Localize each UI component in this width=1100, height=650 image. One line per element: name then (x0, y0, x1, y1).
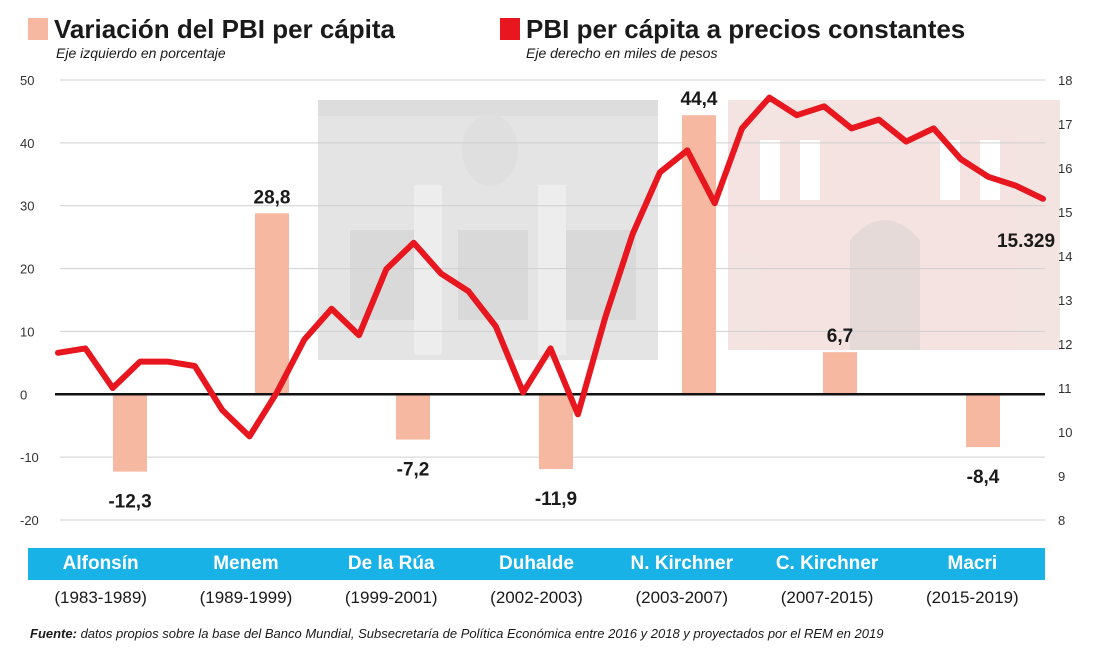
legend-line-subtitle: Eje derecho en miles de pesos (526, 45, 718, 61)
right-tick-label: 18 (1058, 73, 1072, 88)
bar (682, 115, 716, 395)
line-end-label: 15.329 (997, 231, 1055, 252)
bar-value-label: 44,4 (681, 89, 718, 110)
right-tick-label: 8 (1058, 513, 1065, 528)
right-tick-label: 14 (1058, 249, 1072, 264)
period-row: (1983-1989) (1989-1999) (1999-2001) (2002-2… (28, 588, 1045, 608)
president-label: C. Kirchner (775, 553, 879, 574)
left-tick-label: -20 (20, 513, 39, 528)
right-tick-label: 15 (1058, 205, 1072, 220)
president-label: Duhalde (499, 553, 574, 574)
bar-value-label: 6,7 (827, 326, 853, 347)
right-tick-label: 16 (1058, 161, 1072, 176)
period-label: (2003-2007) (635, 588, 729, 607)
period-label: (2002-2003) (490, 588, 583, 607)
source-text: datos propios sobre la base del Banco Mu… (80, 626, 884, 641)
president-label: Menem (213, 553, 279, 574)
legend-bars-title: Variación del PBI per cápita (54, 14, 396, 44)
source-label: Fuente: (30, 626, 77, 641)
bar-value-label: -7,2 (397, 460, 430, 481)
bar-value-label: -11,9 (535, 489, 577, 510)
bar-value-label: -12,3 (108, 492, 151, 513)
period-label: (2015-2019) (926, 588, 1019, 607)
right-tick-label: 9 (1058, 469, 1065, 484)
president-band: Alfonsín Menem De la Rúa Duhalde N. Kirchner… (28, 548, 1045, 580)
bar-value-label: 28,8 (254, 187, 291, 208)
left-tick-label: 40 (20, 136, 34, 151)
legend-line: PBI per cápita a precios constantes Eje … (500, 14, 966, 61)
president-label: De la Rúa (347, 553, 435, 574)
left-tick-label: 50 (20, 73, 34, 88)
president-label: Alfonsín (62, 553, 139, 574)
legend-bars-swatch (28, 18, 48, 40)
bar (966, 394, 1000, 448)
left-tick-label: 10 (20, 324, 34, 339)
period-label: (2007-2015) (780, 588, 874, 607)
gdp-line (55, 94, 1046, 440)
right-tick-label: 12 (1058, 337, 1072, 352)
period-label: (1989-1999) (199, 588, 293, 607)
left-tick-label: -10 (20, 450, 39, 465)
left-tick-label: 0 (20, 387, 27, 402)
legend-bars-subtitle: Eje izquierdo en porcentaje (56, 45, 226, 61)
bar-value-label: -8,4 (967, 467, 1000, 488)
right-tick-label: 10 (1058, 425, 1072, 440)
bar (823, 352, 857, 395)
left-tick-label: 20 (20, 262, 34, 277)
legend-line-title: PBI per cápita a precios constantes (526, 14, 966, 44)
legend-line-swatch (500, 18, 520, 40)
right-tick-label: 13 (1058, 293, 1072, 308)
bar (396, 394, 430, 440)
left-tick-label: 30 (20, 199, 34, 214)
legend-bars: Variación del PBI per cápita Eje izquier… (28, 14, 396, 61)
period-label: (1983-1989) (54, 588, 147, 607)
president-label: N. Kirchner (630, 553, 733, 574)
right-tick-label: 17 (1058, 117, 1072, 132)
right-tick-label: 11 (1058, 381, 1072, 396)
source-note: Fuente: datos propios sobre la base del … (30, 626, 883, 641)
bar (113, 394, 147, 472)
period-label: (1999-2001) (344, 588, 438, 607)
president-label: Macri (947, 553, 998, 574)
bar (255, 213, 289, 395)
bar (539, 394, 573, 470)
